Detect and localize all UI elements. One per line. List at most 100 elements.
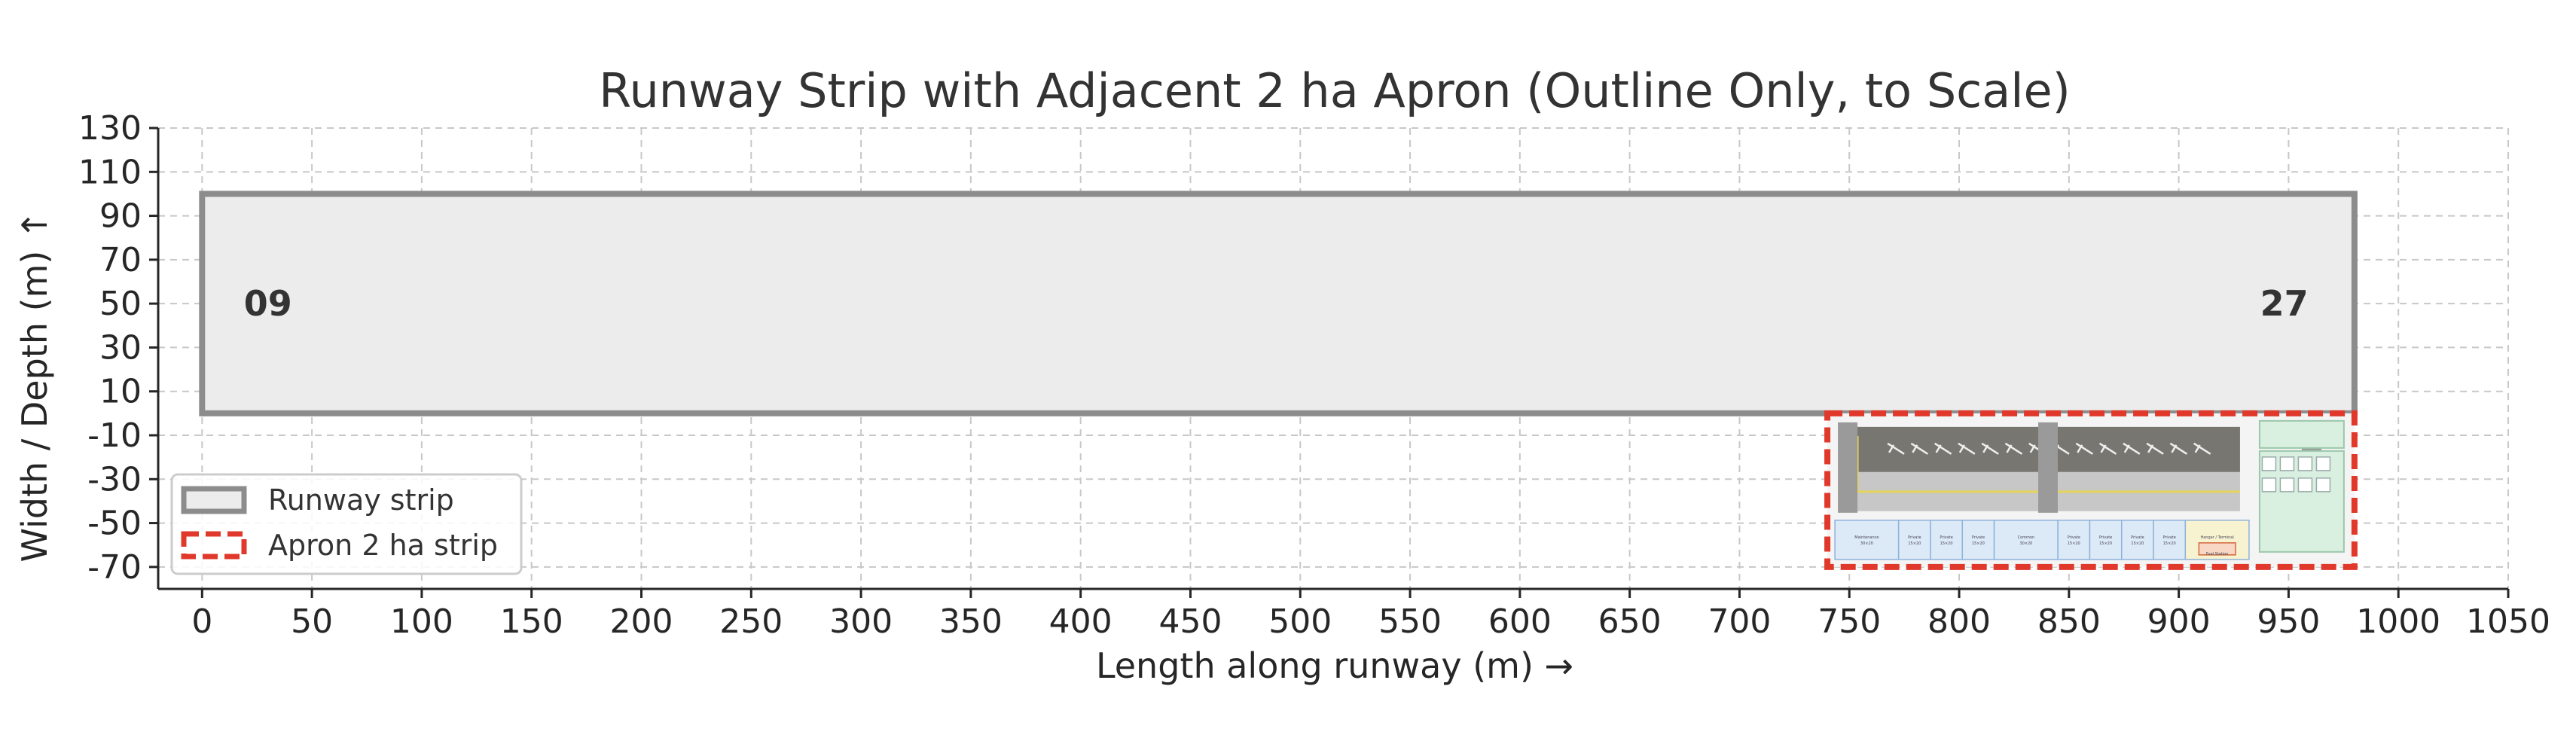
apron-layout-inset: Maintenance30×20Private15×20Private15×20… [1824,410,2358,570]
hangar-label: Private [1908,535,1921,540]
hangar-size-label: 15×20 [1908,541,1921,546]
runway-strip [199,191,2358,416]
hangar-size-label: 30×20 [2019,541,2032,546]
taxiway-connector [2038,422,2058,513]
hangar-block [1993,520,2059,560]
x-tick-label: 400 [1049,602,1113,641]
x-tick-label: 650 [1598,602,1662,641]
aircraft-icon [2098,442,2117,455]
x-tick-label: 750 [1818,602,1881,641]
hangar-label: Private [2162,535,2175,540]
parking-box [2297,456,2313,471]
x-tick-label: 1000 [2356,602,2440,641]
hangar-block [2057,520,2091,560]
x-tick-label: 850 [2037,602,2101,641]
hangar-block [2120,520,2154,560]
x-tick-label: 0 [191,602,212,641]
y-tick-label: -10 [87,416,142,455]
hangar-size-label: 15×20 [1972,541,1985,546]
runway-end-label-27: 27 [2260,283,2309,324]
x-axis-label: Length along runway (m) → [1096,645,1573,686]
plot-area: 09 27 [199,191,2358,416]
y-tick-label: 30 [99,328,142,367]
hangar-size-label: 15×20 [2131,541,2144,546]
axes [157,128,2508,590]
hangar-label: Common [2018,535,2035,540]
aircraft-icon [2123,442,2141,455]
aircraft-icon [2169,442,2188,455]
aircraft-icon [1958,442,1976,455]
y-tick-label: -30 [87,460,142,499]
apron-outline [1824,410,2358,570]
hangar-size-label: 15×20 [2068,541,2080,546]
y-tick-label: 50 [99,285,142,323]
aircraft-icon [1910,442,1929,455]
taxiway-connector [1838,422,1858,513]
x-tick-label: 350 [939,602,1003,641]
aircraft-icon [2193,442,2211,455]
x-tick-label: 1050 [2466,602,2550,641]
parking-box [2261,456,2277,471]
legend-box [170,473,523,575]
aircraft-icon [2075,442,2093,455]
y-tick-label: 70 [99,241,142,279]
parking-box [2315,456,2331,471]
x-tick-label: 50 [291,602,333,641]
hangar-block [1961,520,1995,560]
parking-box [2279,477,2295,493]
x-tick-label: 250 [719,602,783,641]
y-axis-label: Width / Depth (m) ↑ [14,211,55,563]
hangar-block [1897,520,1931,560]
legend: Runway strip Apron 2 ha strip [170,473,523,575]
aircraft-icon [1887,442,1905,455]
runway-end-label-09: 09 [244,283,292,324]
hangar-label: Private [2068,535,2080,540]
x-tick-label: 550 [1378,602,1442,641]
chart-title: Runway Strip with Adjacent 2 ha Apron (O… [599,63,2071,118]
y-tick-label: 110 [78,153,142,191]
hangar-label: Private [1972,535,1985,540]
ticks: 0 50 100 150 200 250 300 350 400 450 500 550 600 650 7… [78,109,2550,641]
x-tick-label: 700 [1708,602,1771,641]
fuel-station-label: Fuel Station [2206,552,2229,557]
aircraft-icon [1934,442,1952,455]
x-tick-label: 150 [500,602,563,641]
x-tick-label: 600 [1488,602,1552,641]
x-tick-label: 500 [1268,602,1332,641]
y-tick-label: -50 [87,505,142,543]
legend-label-runway: Runway strip [268,483,454,517]
legend-label-apron: Apron 2 ha strip [268,529,498,562]
hangar-block [1834,520,1900,560]
y-tick-label: -70 [87,548,142,587]
aircraft-icon [2004,442,2023,455]
x-tick-label: 900 [2147,602,2211,641]
y-tick-label: 90 [99,197,142,236]
aircraft-icon [2146,442,2164,455]
parking-box [2315,477,2331,493]
apron-green-area [2258,419,2345,449]
x-tick-label: 200 [610,602,673,641]
y-tick-label: 130 [78,109,142,148]
parking-box [2297,477,2313,493]
y-tick-label: 10 [99,373,142,411]
legend-swatch-apron [181,531,247,560]
hangar-block [2153,520,2187,560]
hangar-size-label: 15×20 [2099,541,2112,546]
hangar-label: Private [1940,535,1952,540]
hangar-size-label: 30×20 [1860,541,1873,546]
parking-box [2261,477,2277,493]
hangar-size-label: 15×20 [1940,541,1953,546]
hangar-label: Private [2131,535,2144,540]
hangar-label: Hangar / Terminal [2200,535,2233,540]
hangar-label: Maintenance [1854,535,1879,540]
legend-swatch-runway [181,486,247,514]
x-tick-label: 100 [390,602,453,641]
aircraft-icon [1981,442,1999,455]
parking-box [2279,456,2295,471]
x-tick-label: 950 [2257,602,2320,641]
hangar-block [2089,520,2123,560]
hangar-label: Private [2099,535,2112,540]
hangar-size-label: 15×20 [2163,541,2176,546]
fuel-station [2198,542,2236,556]
